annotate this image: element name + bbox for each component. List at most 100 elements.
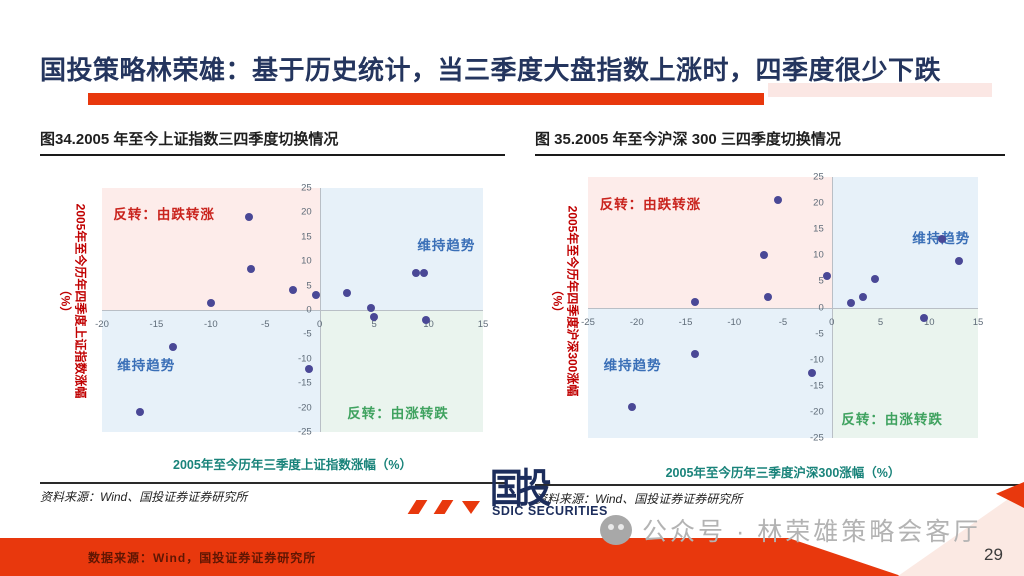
quadrant-label-reversal-down: 反转：由涨转跌 <box>347 406 449 422</box>
y-tick-label: 25 <box>813 171 824 183</box>
y-tick-label: 15 <box>813 223 824 235</box>
y-tick-label: -20 <box>810 406 824 418</box>
plot-area: -20 -15 -10 -5 0 5 10 15 25 20 15 10 5 0 -5 -10 -15 -20 -2… <box>95 183 488 438</box>
data-point <box>847 299 856 308</box>
data-point <box>342 288 351 297</box>
logo-triangle-icon <box>462 501 480 514</box>
quadrant-top-left <box>102 188 320 310</box>
x-tick-label: 10 <box>423 319 434 330</box>
quadrant-label-reversal-down: 反转：由涨转跌 <box>841 411 943 427</box>
logo-slash-icon <box>407 500 428 514</box>
x-tick-label: 15 <box>972 316 984 328</box>
y-tick-label: 10 <box>813 249 824 261</box>
logo-glyph: 国投 <box>490 467 552 511</box>
quadrant-top-left <box>588 177 832 308</box>
watermark: 公众号 · 林荣雄策略会客厅 <box>600 512 981 548</box>
x-tick-label: -10 <box>727 316 742 328</box>
y-tick-label: -5 <box>303 328 312 340</box>
y-tick-label: -5 <box>815 328 824 340</box>
title-highlight-strip <box>768 83 992 97</box>
y-axis-label: 2005年至今历年四季度沪深300涨幅（%） <box>550 205 580 397</box>
y-tick-label: 20 <box>301 206 312 218</box>
y-tick-label: -15 <box>810 380 824 392</box>
x-axis-line <box>588 307 978 309</box>
x-tick-label: -10 <box>203 319 218 330</box>
x-axis-label: 2005年至今历年三季度沪深300涨幅（%） <box>665 466 901 480</box>
x-tick-label: 5 <box>371 319 377 330</box>
data-point <box>627 402 636 411</box>
data-point <box>247 264 256 273</box>
quadrant-label-reversal-up: 反转：由跌转涨 <box>599 196 702 212</box>
sdic-securities-logo: 国投 SDIC SECURITIES <box>407 460 668 522</box>
footer-source-note: 数据来源：Wind，国投证券证券研究所 <box>88 551 317 565</box>
data-point <box>870 275 879 284</box>
x-tick-label: 0 <box>317 319 323 330</box>
x-tick-label: 10 <box>923 316 935 328</box>
y-tick-label: -25 <box>297 426 312 438</box>
x-tick-label: -5 <box>778 316 788 328</box>
watermark-text: 公众号 · 林荣雄策略会客厅 <box>642 518 982 546</box>
data-point <box>304 364 313 373</box>
data-point <box>759 251 768 260</box>
data-point <box>422 315 431 324</box>
page-number: 29 <box>984 545 1003 564</box>
x-tick-label: -20 <box>95 319 109 330</box>
data-point <box>774 196 783 205</box>
plot-area: -25 -20 -15 -10 -5 0 5 10 15 25 20 15 10 5 0 -5 -10 -15 -2… <box>581 172 983 444</box>
x-tick-label: 5 <box>877 316 884 328</box>
source-note: 资料来源：Wind、国投证券证券研究所 <box>535 484 1024 507</box>
data-point <box>136 408 145 417</box>
quadrant-bottom-right <box>831 307 978 438</box>
data-point <box>691 298 700 307</box>
y-tick-label: 15 <box>301 231 312 243</box>
data-point <box>370 313 379 322</box>
chart-title: 图 35.2005 年至今沪深 300 三四季度切换情况 <box>535 128 1005 156</box>
y-tick-label: -10 <box>297 353 312 365</box>
quadrant-label-keep-trend-down: 维持趋势 <box>117 357 176 373</box>
data-point <box>822 272 831 281</box>
quadrant-bottom-left <box>588 307 832 438</box>
data-point <box>244 213 253 222</box>
y-tick-label: -25 <box>810 432 824 444</box>
logo-subtext: SDIC SECURITIES <box>492 504 608 518</box>
chart-csi300: 图 35.2005 年至今沪深 300 三四季度切换情况 2005年至今历年四季… <box>535 128 1024 510</box>
data-point <box>168 342 177 351</box>
quadrant-label-keep-trend-up: 维持趋势 <box>417 238 476 254</box>
x-tick-label: -15 <box>149 319 164 330</box>
data-point <box>411 269 420 278</box>
y-tick-label: 0 <box>306 304 312 316</box>
quadrant-top-right <box>831 177 978 308</box>
data-point <box>288 286 297 295</box>
y-axis-label: 2005年至今历年四季度上证指数涨幅（%） <box>58 203 88 399</box>
data-point <box>954 256 963 265</box>
x-tick-label: -5 <box>261 319 270 330</box>
quadrant-label-keep-trend-down: 维持趋势 <box>603 358 662 374</box>
x-tick-label: -15 <box>678 316 693 328</box>
page-title: 国投策略林荣雄：基于历史统计，当三季度大盘指数上涨时，四季度很少下跌 <box>40 55 942 85</box>
logo-slash-icon <box>433 500 454 514</box>
data-point <box>920 313 929 322</box>
wechat-icon <box>600 515 632 545</box>
data-point <box>808 368 817 377</box>
quadrant-label-reversal-up: 反转：由跌转涨 <box>113 206 215 222</box>
data-point <box>937 234 946 243</box>
footer-red-band <box>0 538 902 576</box>
y-tick-label: 5 <box>818 275 824 287</box>
data-point <box>691 350 700 359</box>
y-tick-label: 10 <box>301 255 312 267</box>
chart-shanghai-composite: 图34.2005 年至今上证指数三四季度切换情况 2005年至今历年四季度上证指… <box>40 128 505 510</box>
x-tick-label: -25 <box>581 316 595 328</box>
x-tick-label: -20 <box>629 316 644 328</box>
data-point <box>764 293 773 302</box>
data-point <box>312 291 321 300</box>
data-point <box>366 303 375 312</box>
source-note: 资料来源：Wind、国投证券证券研究所 <box>40 482 505 505</box>
title-underline-bar <box>88 93 764 105</box>
y-tick-label: -10 <box>810 354 824 366</box>
y-tick-label: 20 <box>813 197 824 209</box>
x-tick-label: 15 <box>477 319 489 330</box>
quadrant-bottom-right <box>319 310 483 432</box>
y-tick-label: 0 <box>818 302 824 313</box>
data-point <box>206 298 215 307</box>
chart-title: 图34.2005 年至今上证指数三四季度切换情况 <box>40 128 505 156</box>
